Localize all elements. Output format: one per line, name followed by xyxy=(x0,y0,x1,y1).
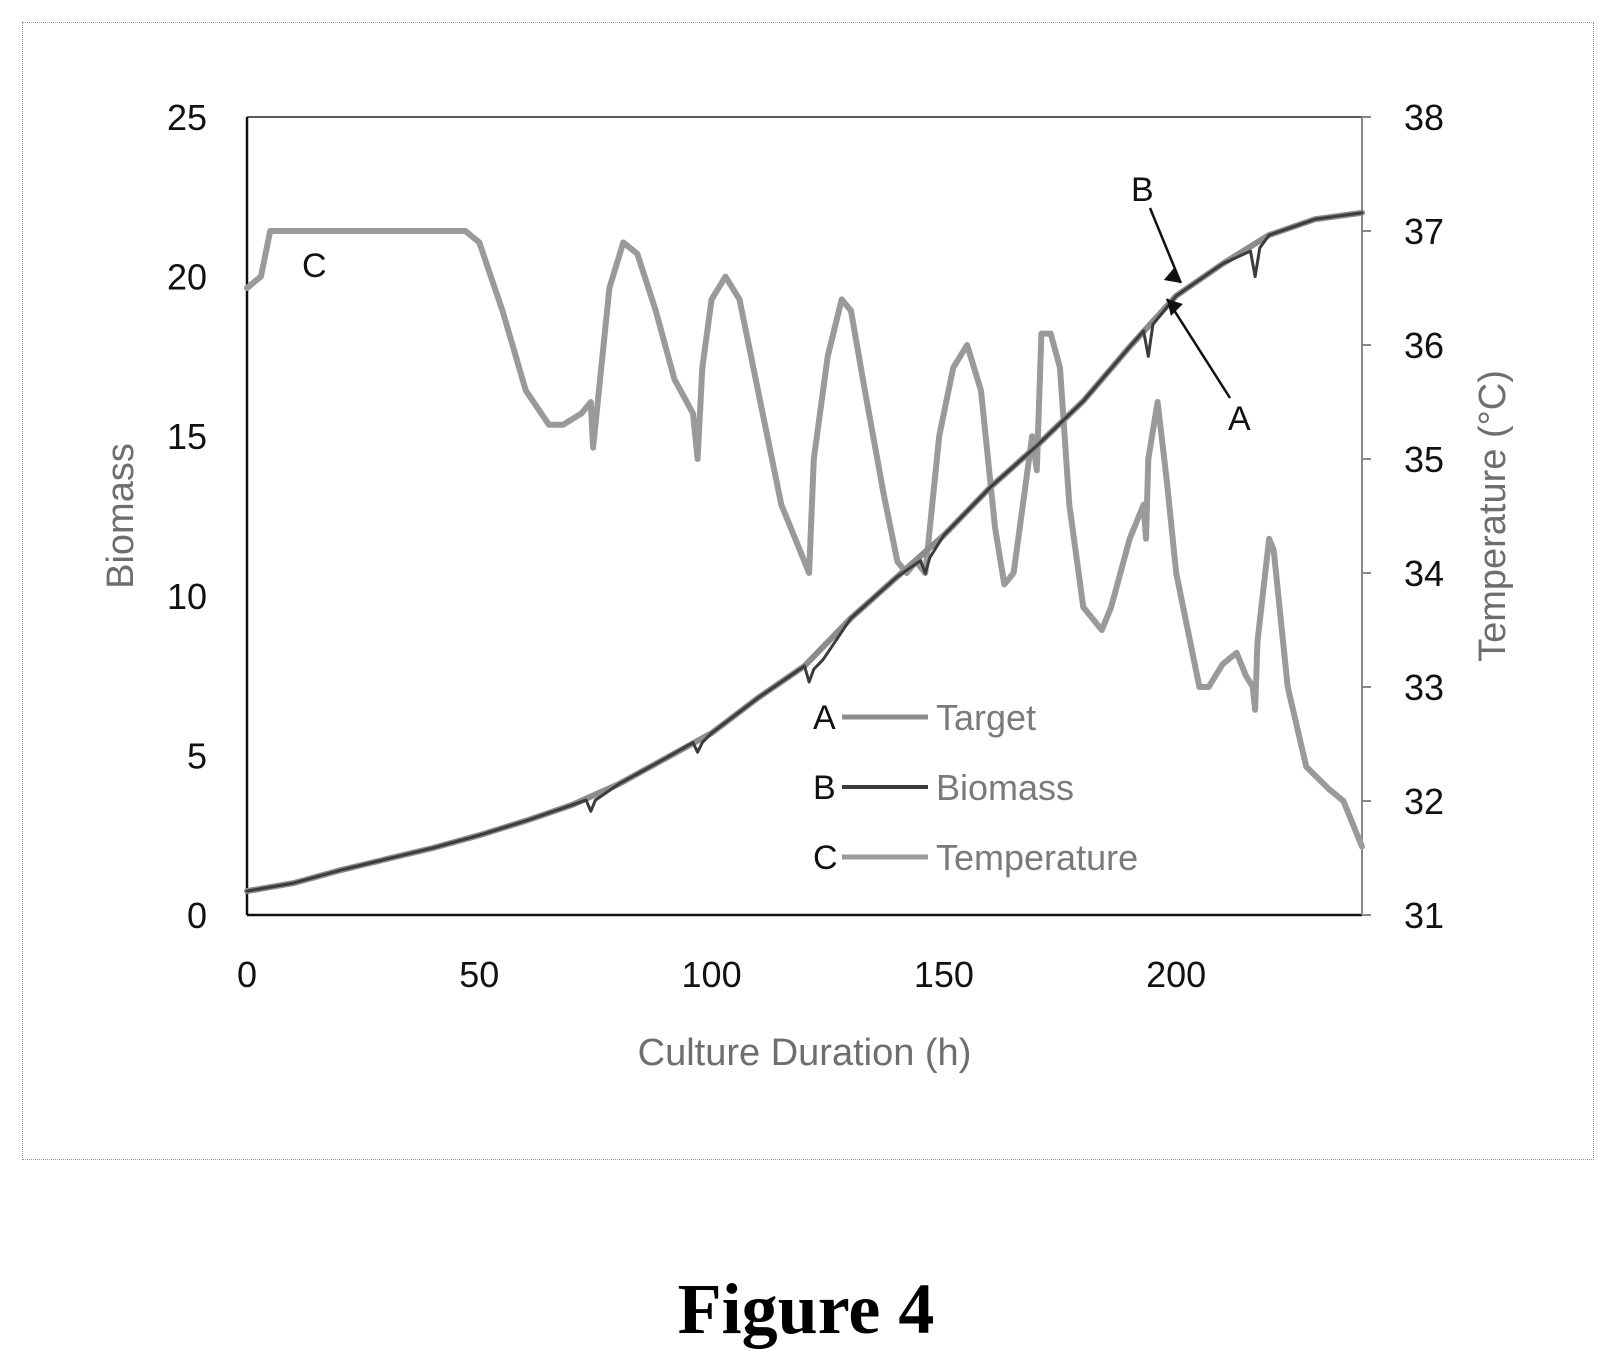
annotation-b: B xyxy=(1131,171,1154,209)
chart-frame xyxy=(22,22,1594,1160)
annotation-a-arrowhead xyxy=(1166,298,1183,316)
y2-tick-label: 38 xyxy=(1404,97,1444,138)
annotation-a: A xyxy=(1228,400,1251,438)
y-tick-label: 25 xyxy=(167,97,207,138)
figure-caption: Figure 4 xyxy=(677,1269,935,1349)
x-axis-title: Culture Duration (h) xyxy=(638,1032,972,1074)
y2-tick-label: 35 xyxy=(1404,439,1444,480)
y-axis-title: Biomass xyxy=(100,443,142,589)
legend-label: Target xyxy=(936,697,1036,738)
y-tick-label: 10 xyxy=(167,576,207,617)
x-tick-label: 200 xyxy=(1146,954,1206,995)
y-tick-label: 15 xyxy=(167,416,207,457)
annotation-c: C xyxy=(302,247,327,285)
y2-tick-label: 37 xyxy=(1404,211,1444,252)
x-tick-label: 50 xyxy=(459,954,499,995)
x-tick-label: 150 xyxy=(914,954,974,995)
series-line-temperature xyxy=(244,228,1365,850)
x-tick-label: 0 xyxy=(237,954,257,995)
y-tick-label: 20 xyxy=(167,257,207,298)
y2-tick-label: 32 xyxy=(1404,781,1444,822)
legend-label: Temperature xyxy=(936,837,1138,878)
legend-label: Biomass xyxy=(936,767,1074,808)
annotation-a-pointer xyxy=(1165,298,1232,399)
y2-tick-label: 34 xyxy=(1404,553,1444,594)
y2-tick-label: 33 xyxy=(1404,667,1444,708)
series-line-target xyxy=(244,209,1365,895)
annotation-b-arrowhead xyxy=(1163,266,1181,283)
series-line-biomass xyxy=(245,211,1364,893)
legend-letter: C xyxy=(813,839,838,877)
legend-letter: A xyxy=(813,699,836,737)
y-tick-label: 5 xyxy=(187,735,207,776)
x-tick-label: 100 xyxy=(682,954,742,995)
legend-letter: B xyxy=(813,769,836,807)
y2-axis-title: Temperature (°C) xyxy=(1472,370,1514,662)
y2-tick-label: 36 xyxy=(1404,325,1444,366)
chart: 0 5 10 15 20 25 31 32 33 34 35 36 37 38 0 50 100 150 200 Cu… xyxy=(100,97,1514,1074)
y-tick-label: 0 xyxy=(187,895,207,936)
y2-tick-label: 31 xyxy=(1404,895,1444,936)
